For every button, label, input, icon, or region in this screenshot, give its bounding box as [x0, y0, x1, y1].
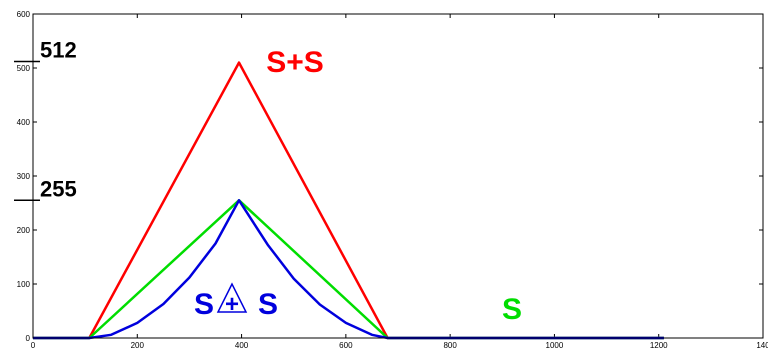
plot-frame	[32, 13, 764, 339]
y-tick-label: 100	[17, 280, 31, 289]
y-tick-label: 400	[17, 118, 31, 127]
y-tick-labels: 0 100 200 300 400 500 600	[17, 10, 31, 343]
series-line-2	[33, 199, 664, 340]
x-tick-label: 0	[31, 341, 36, 350]
series-label-s-left: S	[194, 288, 214, 321]
x-tick-label: 400	[235, 341, 249, 350]
x-tick-label: 200	[131, 341, 145, 350]
y-tick-label: 200	[17, 226, 31, 235]
y-tick-label: 600	[17, 10, 31, 19]
x-tick-label: 140	[756, 341, 768, 350]
y-tick-label: 300	[17, 172, 31, 181]
annotation-255: 255	[40, 176, 77, 201]
x-tick-label: 1200	[650, 341, 668, 350]
y-tick-label: 0	[26, 334, 31, 343]
x-tick-label: 600	[339, 341, 353, 350]
series-line-0	[33, 61, 664, 340]
series-label-s: S	[502, 293, 522, 326]
annotations: 512 255	[14, 38, 77, 201]
series-label-s-right: S	[258, 288, 278, 321]
series-label-s-plus-s: S+S	[266, 46, 324, 79]
x-tick-label: 800	[443, 341, 457, 350]
y-tick-label: 500	[17, 64, 31, 73]
series-lines	[33, 61, 664, 340]
triangle-symbol	[216, 282, 248, 313]
annotation-512: 512	[40, 38, 77, 63]
x-tick-labels: 0 200 400 600 800 1000 1200 140	[31, 341, 768, 350]
x-tick-label: 1000	[546, 341, 564, 350]
series-labels: S+SSS + S	[194, 46, 522, 326]
series-label-plus: +	[225, 291, 239, 318]
